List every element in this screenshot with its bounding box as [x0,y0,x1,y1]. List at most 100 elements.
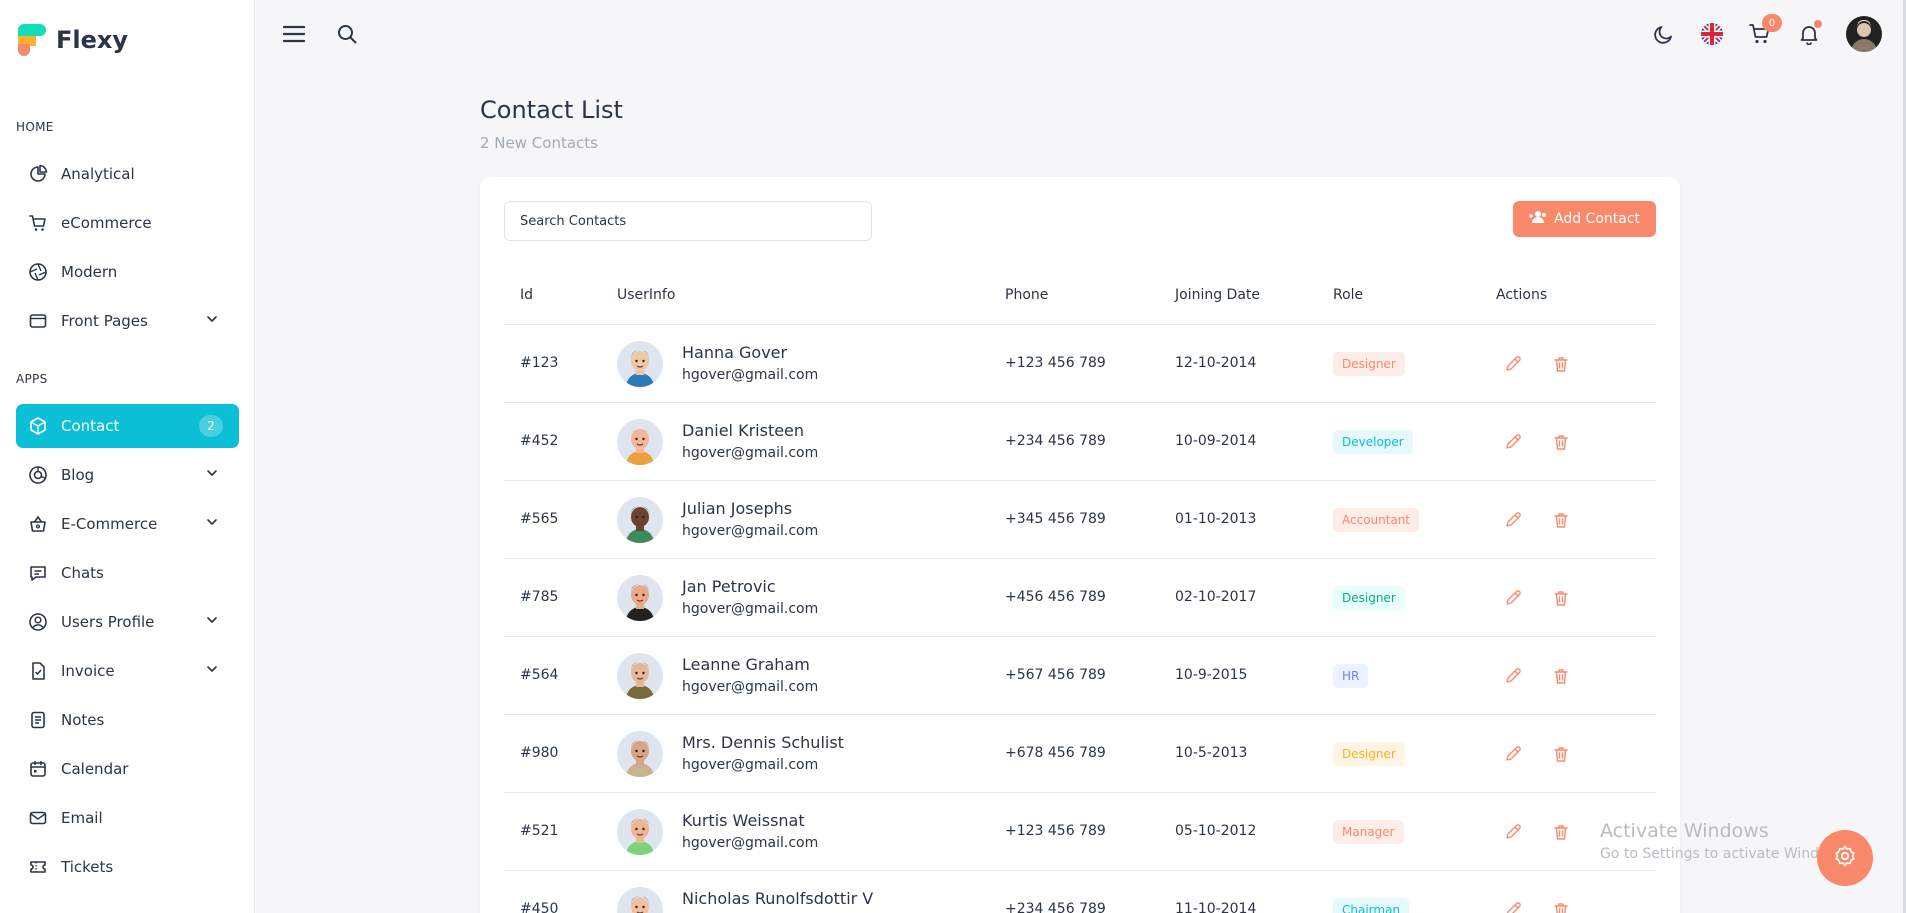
table-row[interactable]: #980 Mrs. Dennis Schulist hgover@gmail.com… [504,715,1656,793]
avatar [617,419,663,465]
contact-id: #452 [520,433,559,449]
page-title: Contact List [480,96,623,124]
sidebar-item-blog[interactable]: Blog [16,453,239,497]
notification-dot [1814,20,1822,28]
trash-icon[interactable] [1552,667,1570,689]
contact-phone: +234 456 789 [1005,901,1106,913]
file-check-icon [28,661,48,681]
table-row[interactable]: #565 Julian Josephs hgover@gmail.com +345 4… [504,481,1656,559]
sidebar-item-label: eCommerce [61,214,152,232]
contact-phone: +678 456 789 [1005,745,1106,761]
trash-icon[interactable] [1552,823,1570,845]
search-contacts-input[interactable] [504,201,872,241]
moon-icon[interactable] [1650,20,1678,48]
trash-icon[interactable] [1552,901,1570,913]
menu-icon[interactable] [280,20,308,48]
table-row[interactable]: #452 Daniel Kristeen hgover@gmail.com +234 … [504,403,1656,481]
table-row[interactable]: #785 Jan Petrovic hgover@gmail.com +456 456… [504,559,1656,637]
pencil-icon[interactable] [1504,901,1522,913]
sidebar-item-tickets[interactable]: Tickets [16,845,239,889]
contact-email: hgover@gmail.com [682,757,819,773]
brand[interactable]: Flexy [18,24,128,56]
pencil-icon[interactable] [1504,355,1522,377]
sidebar-item-label: Calendar [61,760,129,778]
table-header: Id UserInfo Phone Joining Date Role Acti… [504,269,1656,325]
pencil-icon[interactable] [1504,667,1522,689]
sidebar-item-label: E-Commerce [61,515,158,533]
aperture-icon [28,262,48,282]
gear-icon [1833,844,1857,872]
sidebar-item-analytical[interactable]: Analytical [16,152,239,196]
nav-section-home: HOME [16,120,54,134]
sidebar-item-label: Email [61,809,103,827]
contact-joining-date: 12-10-2014 [1175,355,1257,371]
sidebar-item-notes[interactable]: Notes [16,698,239,742]
sidebar-item-label: Analytical [61,165,135,183]
role-badge: Chairman [1333,898,1410,913]
table-row[interactable]: #521 Kurtis Weissnat hgover@gmail.com +123 … [504,793,1656,871]
sidebar: Flexy HOME APPS Analytical eCommerce Moder… [0,0,255,913]
trash-icon[interactable] [1552,355,1570,377]
pencil-icon[interactable] [1504,589,1522,611]
sidebar-item-e-commerce[interactable]: E-Commerce [16,502,239,546]
profile-avatar[interactable] [1846,16,1882,52]
trash-icon[interactable] [1552,745,1570,767]
message-icon [28,563,48,583]
settings-fab[interactable] [1817,830,1873,886]
sidebar-item-chats[interactable]: Chats [16,551,239,595]
page-scrollbar[interactable] [1903,0,1906,913]
table-row[interactable]: #123 Hanna Gover hgover@gmail.com +123 456 … [504,325,1656,403]
chevron-down-icon[interactable] [205,515,219,533]
sidebar-item-ecommerce[interactable]: eCommerce [16,201,239,245]
pencil-icon[interactable] [1504,511,1522,533]
avatar [617,809,663,855]
sidebar-item-label: Front Pages [61,312,148,330]
pencil-icon[interactable] [1504,433,1522,455]
contact-name: Julian Josephs [682,499,793,518]
trash-icon[interactable] [1552,511,1570,533]
pencil-icon[interactable] [1504,823,1522,845]
role-badge: HR [1333,664,1369,688]
contact-id: #521 [520,823,559,839]
search-icon[interactable] [333,20,361,48]
sidebar-item-label: Users Profile [61,613,155,631]
watermark-subtitle: Go to Settings to activate Windows. [1600,846,1830,862]
contact-name: Hanna Gover [682,343,788,362]
sidebar-item-invoice[interactable]: Invoice [16,649,239,693]
chart-pie-icon [28,164,48,184]
chevron-down-icon[interactable] [205,613,219,631]
sidebar-item-modern[interactable]: Modern [16,250,239,294]
sidebar-item-label: Blog [61,466,95,484]
chevron-down-icon[interactable] [205,312,219,330]
contact-joining-date: 01-10-2013 [1175,511,1257,527]
chevron-down-icon[interactable] [205,466,219,484]
pencil-icon[interactable] [1504,745,1522,767]
chevron-down-icon[interactable] [205,662,219,680]
watermark-title: Activate Windows [1600,820,1769,842]
contact-phone: +567 456 789 [1005,667,1106,683]
trash-icon[interactable] [1552,589,1570,611]
contact-name: Daniel Kristeen [682,421,805,440]
avatar [617,653,663,699]
user-circle-icon [28,612,48,632]
header-role: Role [1333,287,1364,303]
sidebar-item-calendar[interactable]: Calendar [16,747,239,791]
sidebar-item-email[interactable]: Email [16,796,239,840]
contact-joining-date: 02-10-2017 [1175,589,1257,605]
contact-name: Mrs. Dennis Schulist [682,733,844,752]
contact-phone: +234 456 789 [1005,433,1106,449]
sidebar-item-users-profile[interactable]: Users Profile [16,600,239,644]
sidebar-item-contact[interactable]: Contact 2 [16,404,239,448]
contact-email: hgover@gmail.com [682,601,819,617]
add-contact-button[interactable]: Add Contact [1513,201,1656,237]
contact-email: hgover@gmail.com [682,445,819,461]
sidebar-item-front-pages[interactable]: Front Pages [16,299,239,343]
contact-email: hgover@gmail.com [682,679,819,695]
trash-icon[interactable] [1552,433,1570,455]
flag-uk-icon[interactable] [1698,20,1726,48]
nav-section-apps: APPS [16,372,48,386]
table-row[interactable]: #564 Leanne Graham hgover@gmail.com +567 45… [504,637,1656,715]
bell-icon[interactable] [1795,20,1823,48]
contact-name: Jan Petrovic [682,577,776,596]
